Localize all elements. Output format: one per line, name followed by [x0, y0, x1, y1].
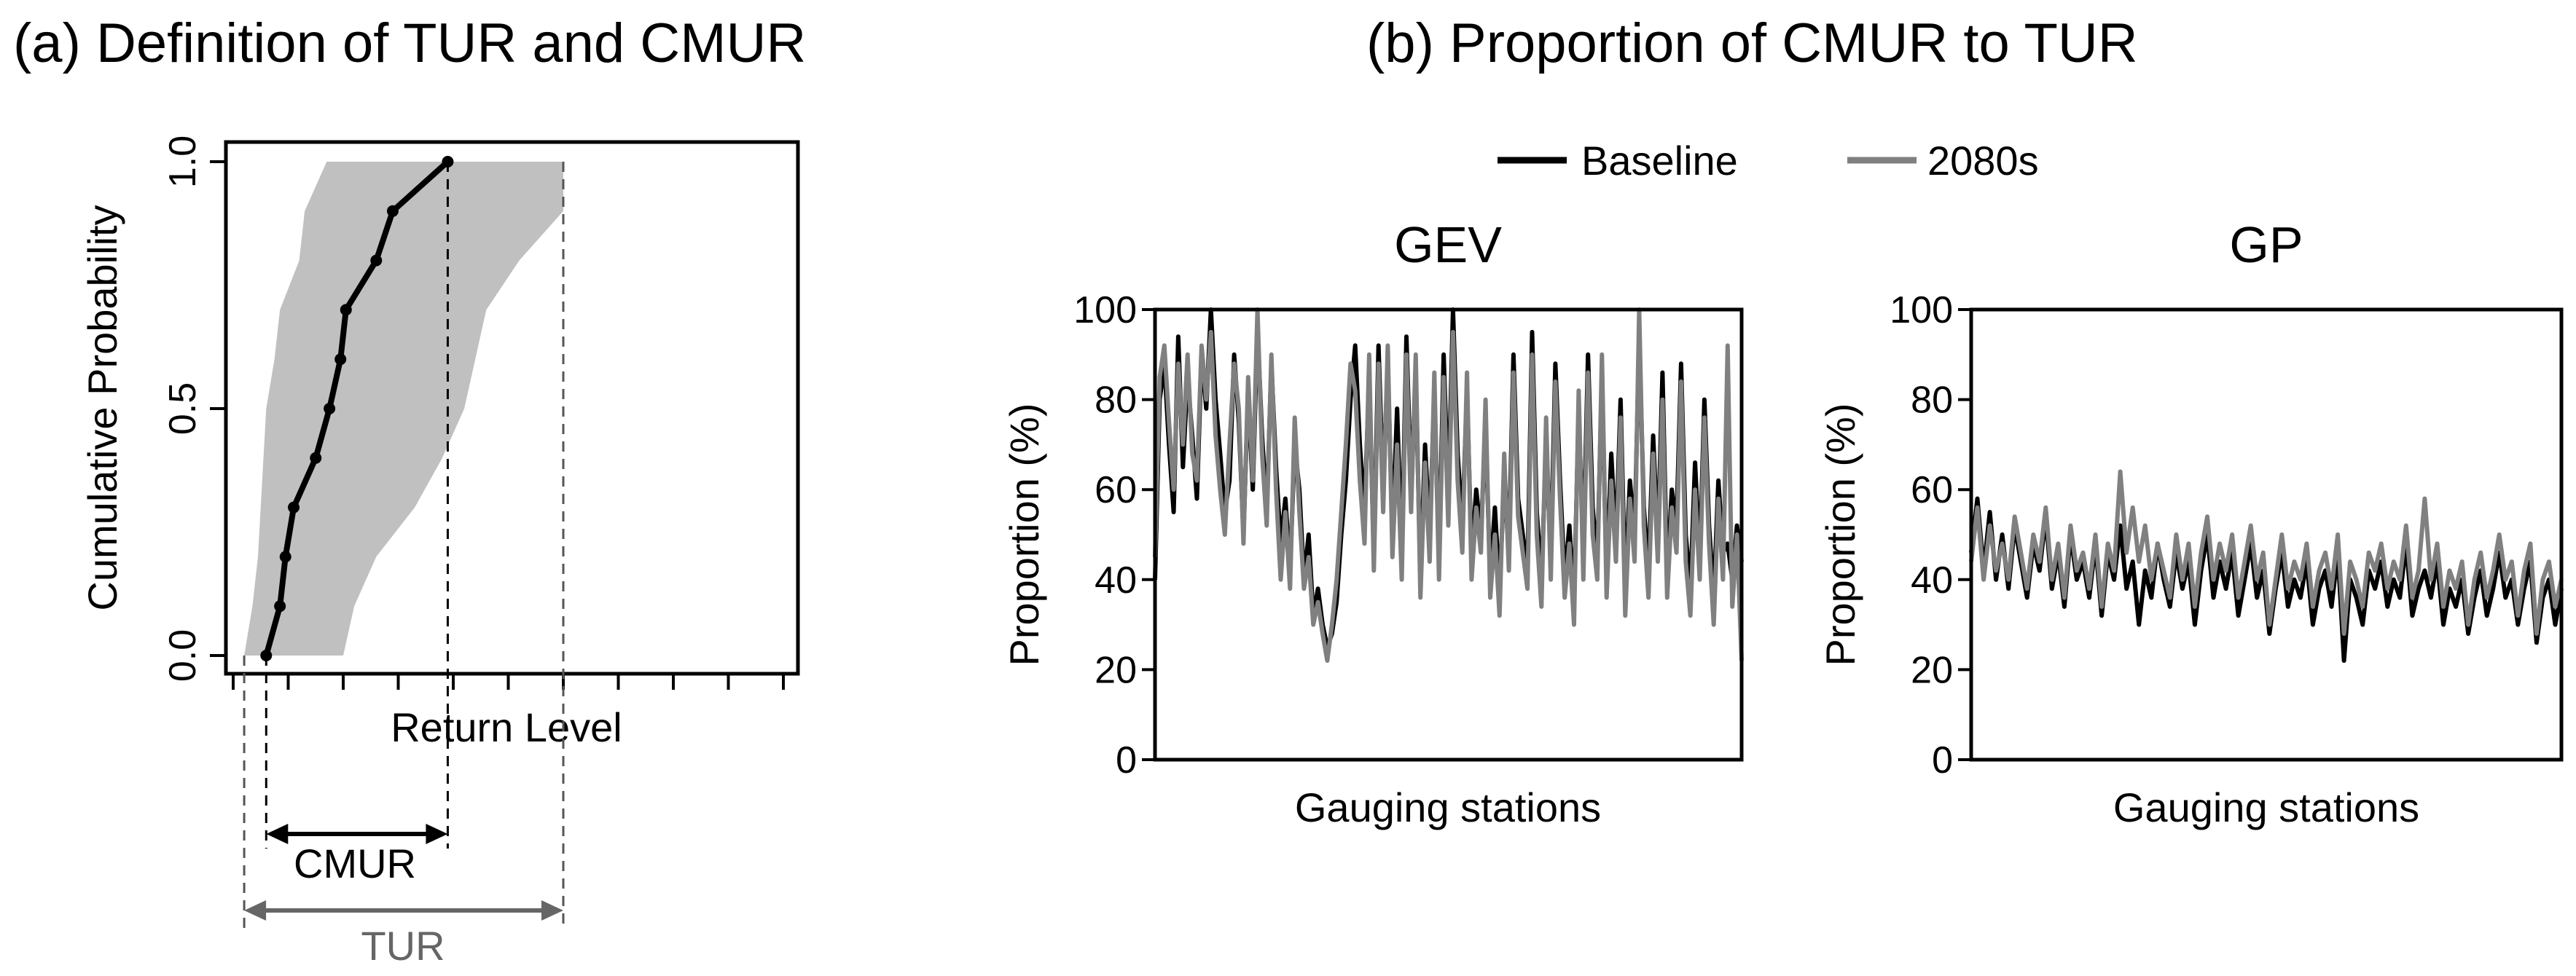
panel-a-title: (a) Definition of TUR and CMUR	[13, 12, 806, 74]
panel-a: (a) Definition of TUR and CMUR 0.0 0.5 1.0…	[13, 12, 806, 969]
gev-subplot: GEV 0 20 40 60 80 100 Proportion (%) Gauging …	[1001, 216, 1744, 830]
gev-series-2080s	[1153, 307, 1744, 663]
a-uncertainty-band	[244, 162, 563, 656]
legend-label-2080s: 2080s	[1927, 138, 2039, 184]
a-y-tick-label: 0.5	[162, 382, 204, 435]
a-y-axis-label: Cumulative Probability	[79, 205, 125, 610]
panel-b: (b) Proportion of CMUR to TUR Baseline 2…	[1001, 12, 2564, 830]
cmur-arrow-head-right	[426, 824, 448, 844]
gev-y-tick-label: 20	[1095, 649, 1137, 691]
gp-plot-frame	[1969, 307, 2564, 762]
gev-lines	[1153, 307, 1744, 663]
a-series	[260, 156, 454, 661]
cdf-point	[310, 452, 322, 464]
a-y-tick-label: 0.0	[162, 629, 204, 682]
cdf-point	[334, 353, 347, 366]
cdf-point	[274, 600, 286, 613]
gev-y-tick-label: 40	[1095, 559, 1137, 602]
gp-series-2080s	[1969, 469, 2564, 636]
a-x-ticks	[232, 674, 785, 690]
gev-y-axis-label: Proportion (%)	[1001, 403, 1047, 666]
uncertainty-band	[244, 162, 563, 656]
cmur-arrow-head-left	[266, 824, 289, 844]
a-y-ticks: 0.0 0.5 1.0	[162, 135, 226, 682]
gp-subplot: GP 0 20 40 60 80 100 Proportion (%) Gauging s…	[1817, 216, 2564, 830]
gev-y-tick-label: 60	[1095, 469, 1137, 511]
gp-y-axis-label: Proportion (%)	[1817, 403, 1863, 666]
gev-y-tick-label: 100	[1073, 289, 1137, 331]
cdf-point	[288, 501, 300, 513]
gev-plot-frame	[1153, 307, 1744, 762]
cdf-point	[340, 304, 352, 316]
gev-y-tick-label: 0	[1116, 739, 1137, 782]
cdf-point	[279, 551, 291, 563]
gev-y-tick-label: 80	[1095, 379, 1137, 422]
gp-y-tick-label: 100	[1890, 289, 1953, 331]
gp-y-tick-label: 80	[1911, 379, 1953, 422]
gp-x-axis-label: Gauging stations	[2113, 784, 2419, 830]
cdf-point	[370, 254, 383, 267]
gev-x-axis-label: Gauging stations	[1295, 784, 1601, 830]
tur-arrow-head-left	[244, 900, 267, 921]
tur-label: TUR	[361, 923, 445, 969]
gp-y-ticks: 0 20 40 60 80 100	[1890, 289, 1971, 782]
a-y-tick-label: 1.0	[162, 135, 204, 188]
tur-arrow-head-right	[541, 900, 563, 921]
gev-y-ticks: 0 20 40 60 80 100	[1073, 289, 1155, 782]
gp-title: GP	[2229, 216, 2303, 273]
cmur-label: CMUR	[294, 841, 416, 886]
gev-title: GEV	[1394, 216, 1502, 273]
gp-y-tick-label: 20	[1911, 649, 1953, 691]
gp-y-tick-label: 0	[1932, 739, 1953, 782]
gp-y-tick-label: 60	[1911, 469, 1953, 511]
a-guides	[243, 162, 565, 929]
panel-b-title: (b) Proportion of CMUR to TUR	[1366, 12, 2138, 74]
legend-label-baseline: Baseline	[1581, 138, 1738, 184]
gp-y-tick-label: 40	[1911, 559, 1953, 602]
cdf-point	[324, 403, 336, 414]
gp-lines	[1969, 469, 2564, 663]
a-x-axis-label: Return Level	[391, 704, 622, 750]
legend: Baseline 2080s	[1498, 138, 2039, 184]
cdf-point	[386, 205, 399, 217]
